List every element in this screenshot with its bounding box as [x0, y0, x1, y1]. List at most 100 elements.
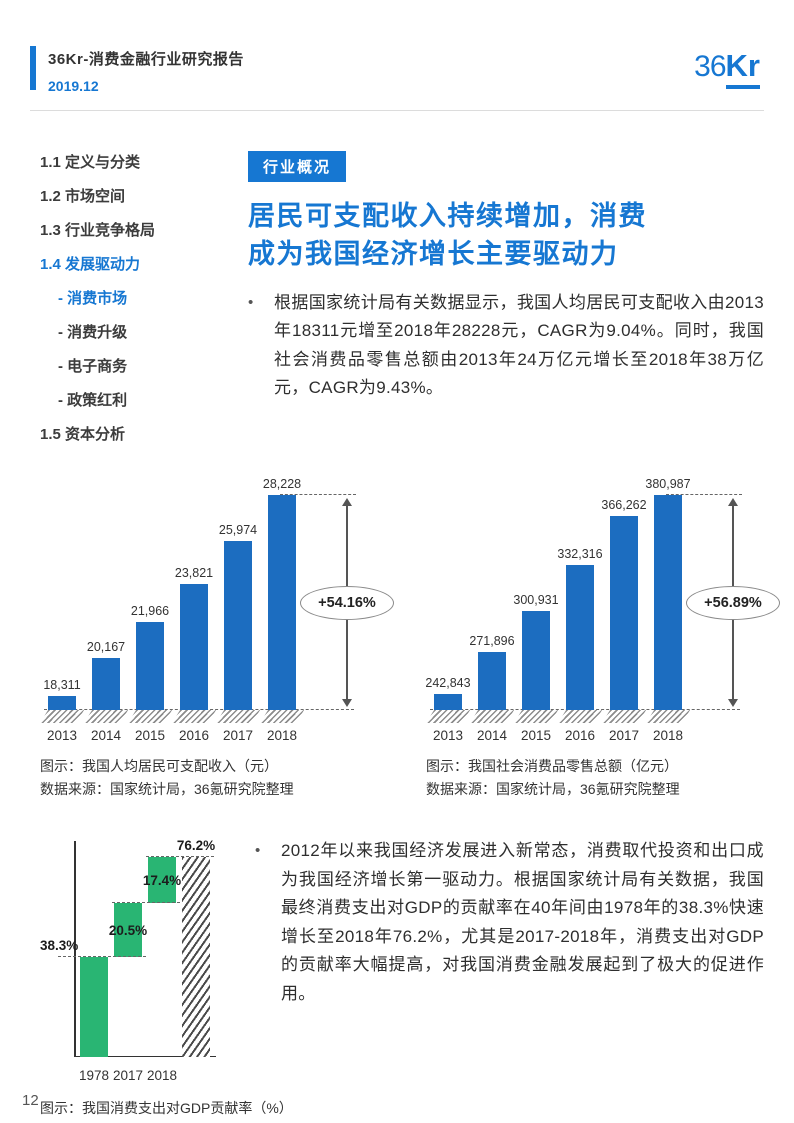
- bar: [224, 541, 252, 710]
- toc-sidebar: 1.1 定义与分类 1.2 市场空间 1.3 行业竞争格局 1.4 发展驱动力 - 消费…: [40, 151, 240, 457]
- bar-columns: 242,843 2013 271,896 2014 300,931 2015 332,316…: [425, 477, 690, 743]
- bar-value-label: 21,966: [130, 604, 170, 618]
- x-tick-label: 1978: [78, 1068, 110, 1084]
- bar: [434, 694, 462, 710]
- chart-retail-sales: 242,843 2013 271,896 2014 300,931 2015 332,316…: [425, 473, 782, 743]
- bar-column: 25,974 2017: [215, 523, 261, 743]
- axis-break-hatch: [425, 710, 471, 723]
- axis-break-hatch: [171, 710, 217, 723]
- logo-36: 36: [694, 50, 726, 83]
- waterfall-bar: [80, 956, 108, 1058]
- bar-column: 28,228 2018: [259, 477, 305, 743]
- sidebar-item-7[interactable]: - 电子商务: [58, 358, 128, 375]
- bar-column: 20,167 2014: [83, 640, 129, 743]
- growth-badge: +56.89%: [686, 585, 780, 620]
- axis-break-hatch: [469, 710, 515, 723]
- x-tick-label: 2013: [432, 728, 464, 743]
- bar-value-label: 20,167: [86, 640, 126, 654]
- chart-block-gdp-contribution: 38.3% 20.5% 17.4% 76.2% 1978 2017 2018 图示：我国消费…: [40, 823, 293, 1123]
- top-dashed-line: [280, 494, 356, 495]
- page-header: 36Kr-消费金融行业研究报告 2019.12 36Kr: [0, 0, 794, 94]
- page-number: 12: [22, 1092, 39, 1109]
- bar-value-label: 25,974: [218, 523, 258, 537]
- bar-value-label: 18,311: [43, 678, 81, 692]
- chart-caption: 图示：我国人均居民可支配收入（元） 数据来源：国家统计局，36氪研究院整理: [40, 755, 398, 801]
- sidebar-item-2[interactable]: 1.2 市场空间: [40, 188, 126, 205]
- chart-block-disposable-income: 18,311 2013 20,167 2014 21,966 2015 23,821 2016…: [39, 473, 398, 801]
- axis-break-hatch: [557, 710, 603, 723]
- bullet-icon: •: [255, 842, 261, 860]
- accent-bar: [30, 46, 36, 90]
- bar: [180, 584, 208, 710]
- x-tick-label: 2014: [90, 728, 122, 743]
- bar-value-label: 366,262: [601, 498, 647, 512]
- bullet-paragraph-1: • 根据国家统计局有关数据显示，我国人均居民可支配收入由2013年18311元增…: [248, 289, 764, 403]
- x-tick-label: 2015: [134, 728, 166, 743]
- paragraph-text: 根据国家统计局有关数据显示，我国人均居民可支配收入由2013年18311元增至2…: [274, 292, 764, 398]
- chart-title: 图示：我国消费支出对GDP贡献率（%）: [40, 1100, 293, 1117]
- bullet-icon: •: [248, 293, 254, 311]
- header-title-group: 36Kr-消费金融行业研究报告 2019.12: [30, 46, 244, 94]
- top-dashed-line: [666, 494, 742, 495]
- header-divider: [30, 110, 764, 111]
- charts-row: 18,311 2013 20,167 2014 21,966 2015 23,821 2016…: [0, 457, 794, 801]
- bottom-section: 38.3% 20.5% 17.4% 76.2% 1978 2017 2018 图示：我国消费…: [0, 801, 794, 1123]
- bar-value-label: 23,821: [174, 566, 214, 580]
- waterfall-label: 17.4%: [142, 873, 182, 888]
- bar-column: 300,931 2015: [513, 593, 558, 743]
- chart-source: 数据来源：国家统计局，36氪研究院整理: [426, 781, 680, 798]
- bar-value-label: 300,931: [513, 593, 559, 607]
- top-section: 1.1 定义与分类 1.2 市场空间 1.3 行业竞争格局 1.4 发展驱动力 - 消费…: [0, 111, 794, 457]
- bar-value-label: 380,987: [645, 477, 691, 491]
- bar: [610, 516, 638, 710]
- section-badge: 行业概况: [248, 151, 347, 182]
- sidebar-item-8[interactable]: - 政策红利: [58, 392, 128, 409]
- waterfall-connector: [58, 955, 146, 957]
- bar: [478, 652, 506, 710]
- x-tick-label: 2016: [564, 728, 596, 743]
- x-tick-label: 2017: [112, 1068, 144, 1084]
- bar-column: 380,987 2018: [645, 477, 690, 743]
- axis-break-hatch: [645, 710, 691, 723]
- x-tick-label: 2018: [266, 728, 298, 743]
- sidebar-item-3[interactable]: 1.3 行业竞争格局: [40, 222, 156, 239]
- bar-column: 332,316 2016: [557, 547, 602, 743]
- chart-disposable-income: 18,311 2013 20,167 2014 21,966 2015 23,821 2016…: [39, 473, 396, 743]
- waterfall-connector: [146, 856, 214, 858]
- waterfall-label: 76.2%: [176, 838, 216, 854]
- report-date: 2019.12: [48, 78, 99, 94]
- x-axis: [74, 1055, 216, 1058]
- x-tick-label: 2013: [46, 728, 78, 743]
- sidebar-item-6[interactable]: - 消费升级: [58, 324, 128, 341]
- page-title: 居民可支配收入持续增加，消费 成为我国经济增长主要驱动力: [248, 201, 647, 269]
- axis-break-hatch: [601, 710, 647, 723]
- paragraph-text: 2012年以来我国经济发展进入新常态，消费取代投资和出口成为我国经济增长第一驱动…: [281, 841, 764, 1003]
- waterfall-connector: [112, 901, 180, 903]
- sidebar-item-4[interactable]: 1.4 发展驱动力: [40, 256, 141, 273]
- bullet-paragraph-2: • 2012年以来我国经济发展进入新常态，消费取代投资和出口成为我国经济增长第一…: [255, 837, 764, 1123]
- title-block: 36Kr-消费金融行业研究报告 2019.12: [48, 46, 244, 94]
- bar-column: 242,843 2013: [425, 676, 470, 743]
- axis-break-hatch: [513, 710, 559, 723]
- bar-columns: 18,311 2013 20,167 2014 21,966 2015 23,821 2016…: [39, 477, 305, 743]
- bar: [522, 611, 550, 710]
- x-tick-label: 2014: [476, 728, 508, 743]
- axis-break-hatch: [215, 710, 261, 723]
- bar-column: 18,311 2013: [39, 678, 85, 743]
- chart-gdp-contribution: 38.3% 20.5% 17.4% 76.2% 1978 2017 2018: [40, 823, 260, 1085]
- 36kr-logo: 36Kr: [694, 48, 760, 89]
- x-tick-label: 2015: [520, 728, 552, 743]
- bar-value-label: 332,316: [557, 547, 603, 561]
- chart-block-retail-sales: 242,843 2013 271,896 2014 300,931 2015 332,316…: [425, 473, 784, 801]
- sidebar-item-5[interactable]: - 消费市场: [58, 290, 128, 307]
- main-content: 行业概况 居民可支配收入持续增加，消费 成为我国经济增长主要驱动力 • 根据国家…: [240, 151, 764, 457]
- bar-value-label: 242,843: [425, 676, 471, 690]
- x-tick-label: 2016: [178, 728, 210, 743]
- chart-caption: 图示：我国社会消费品零售总额（亿元） 数据来源：国家统计局，36氪研究院整理: [426, 755, 784, 801]
- bar-value-label: 28,228: [262, 477, 302, 491]
- x-tick-label: 2018: [146, 1068, 178, 1084]
- sidebar-item-9[interactable]: 1.5 资本分析: [40, 426, 126, 443]
- sidebar-item-1[interactable]: 1.1 定义与分类: [40, 154, 141, 171]
- axis-break-hatch: [259, 710, 305, 723]
